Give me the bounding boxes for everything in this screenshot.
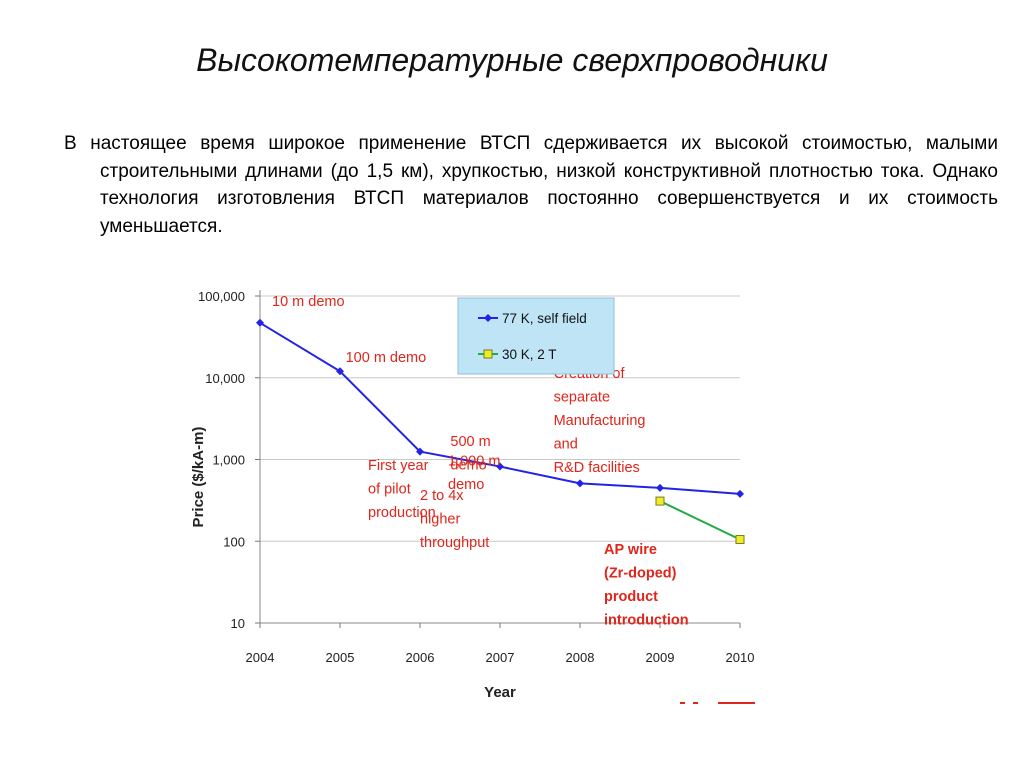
y-tick-label: 100 <box>223 534 245 549</box>
data-point <box>655 496 665 506</box>
data-point <box>496 462 504 471</box>
y-axis-label: Price ($/kA-m) <box>190 427 207 528</box>
annotation-line: R&D facilities <box>554 460 640 476</box>
chart-grid <box>260 295 740 542</box>
annotation-line: of pilot <box>368 482 411 498</box>
y-tick-labels: 100,000 10,000 1,000 100 10 <box>198 289 245 631</box>
legend-marker <box>484 314 492 322</box>
annotation: 500 m demo <box>450 434 490 474</box>
chart-axes <box>255 290 741 628</box>
x-tick-label: 2007 <box>486 650 515 665</box>
x-tick-label: 2008 <box>566 650 595 665</box>
data-point <box>336 367 344 376</box>
annotation-line: Manufacturing <box>554 413 646 429</box>
legend-marker <box>483 349 493 359</box>
chart-series <box>256 318 745 545</box>
x-tick-label: 2005 <box>326 650 355 665</box>
annotation-line: product <box>604 589 658 605</box>
annotation-line: and <box>554 436 578 452</box>
annotation-line: throughput <box>420 535 489 551</box>
y-tick-label: 10,000 <box>205 371 245 386</box>
slide-paragraph: В настоящее время широкое применение ВТС… <box>64 133 998 237</box>
chart-legend: 77 K, self field 30 K, 2 T <box>457 297 615 375</box>
annotation: 10 m demo <box>272 294 345 310</box>
x-tick-label: 2009 <box>646 650 675 665</box>
series-line-2 <box>659 500 741 541</box>
annotation-line: AP wire <box>604 542 657 558</box>
annotation-line: 500 m <box>450 434 490 450</box>
slide-title: Высокотемпературные сверхпроводники <box>196 42 828 78</box>
annotation: First year of pilot production <box>368 458 436 521</box>
data-point <box>735 535 745 545</box>
data-point <box>256 318 264 327</box>
annotation-line: production <box>368 505 436 521</box>
annotation-line: (Zr-doped) <box>604 565 677 581</box>
annotation-line: 10 m demo <box>272 294 345 310</box>
annotation-line: introduction <box>604 612 689 628</box>
annotation-line: 100 m demo <box>346 350 427 366</box>
annotation-line: demo <box>448 477 484 493</box>
y-tick-label: 100,000 <box>198 289 245 304</box>
annotation: AP wire (Zr-doped) product introduction <box>604 542 689 629</box>
annotation-line: higher <box>420 511 460 527</box>
y-tick-label: 10 <box>231 616 245 631</box>
x-tick-labels: 2004 2005 2006 2007 2008 2009 2010 <box>246 650 755 665</box>
data-point <box>656 483 664 492</box>
logo-fragment <box>680 702 755 704</box>
x-tick-label: 2004 <box>246 650 275 665</box>
annotation: 2 to 4x higher throughput <box>420 488 489 551</box>
annotation-line: 1,000 m <box>448 453 500 469</box>
annotation-line: demo <box>450 457 486 473</box>
data-point <box>736 489 744 498</box>
annotation: 100 m demo <box>346 350 427 366</box>
legend-label: 77 K, self field <box>502 311 587 326</box>
data-point <box>576 479 584 488</box>
legend-label: 30 K, 2 T <box>502 347 557 362</box>
annotation-line: separate <box>554 389 610 405</box>
legend-box <box>457 297 615 375</box>
annotation-line: 2 to 4x <box>420 488 464 504</box>
data-point <box>416 447 424 456</box>
x-tick-label: 2010 <box>726 650 755 665</box>
annotation-line: First year <box>368 458 429 474</box>
x-axis-label: Year <box>484 684 516 701</box>
y-tick-label: 1,000 <box>212 453 245 468</box>
x-tick-label: 2006 <box>406 650 435 665</box>
